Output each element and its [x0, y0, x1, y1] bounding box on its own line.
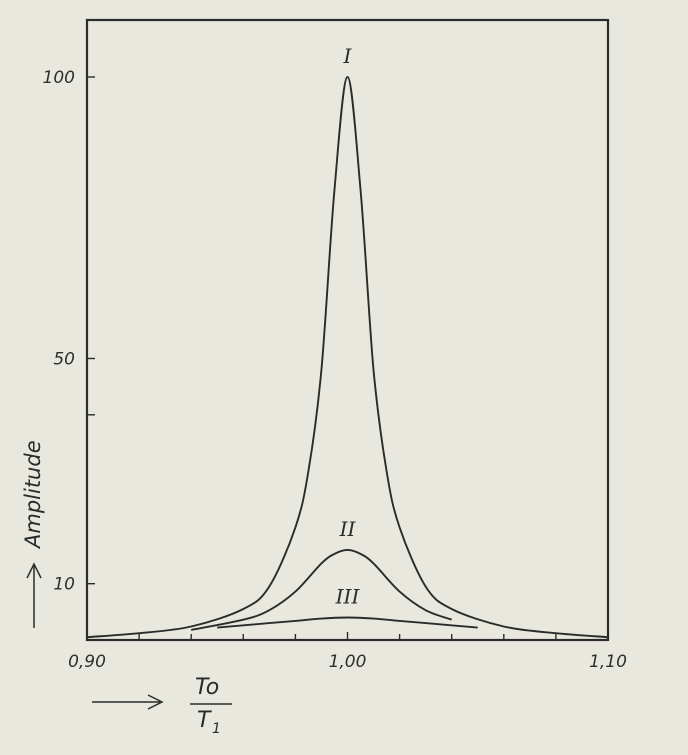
- y-axis-arrowhead: [26, 562, 42, 579]
- series-line-i: [86, 76, 609, 639]
- x-tick-label: 0,90: [68, 652, 106, 672]
- x-axis-title-denominator: T: [197, 708, 212, 733]
- x-axis-title-group: To T 1: [92, 675, 232, 737]
- series-line-iii: [217, 616, 478, 629]
- y-axis-title: Amplitude: [21, 440, 45, 550]
- y-tick-label: 50: [53, 350, 75, 370]
- series-line-ii: [191, 548, 453, 631]
- x-axis-title-numerator: To: [195, 675, 219, 700]
- y-axis-title-group: Amplitude: [21, 440, 45, 628]
- x-axis-title-denominator-subscript: 1: [212, 721, 221, 737]
- y-tick-label: 10: [53, 575, 75, 595]
- axis-ticks: [86, 76, 609, 640]
- series-label: I: [343, 44, 353, 68]
- series-layer: [86, 76, 609, 639]
- series-label: II: [339, 517, 357, 541]
- y-tick-label: 100: [43, 68, 75, 88]
- plot-frame: [85, 18, 610, 642]
- series-label: III: [335, 584, 361, 608]
- x-tick-label: 1,10: [589, 652, 627, 672]
- x-axis-arrowhead: [147, 694, 164, 710]
- x-tick-label: 1,00: [329, 652, 367, 672]
